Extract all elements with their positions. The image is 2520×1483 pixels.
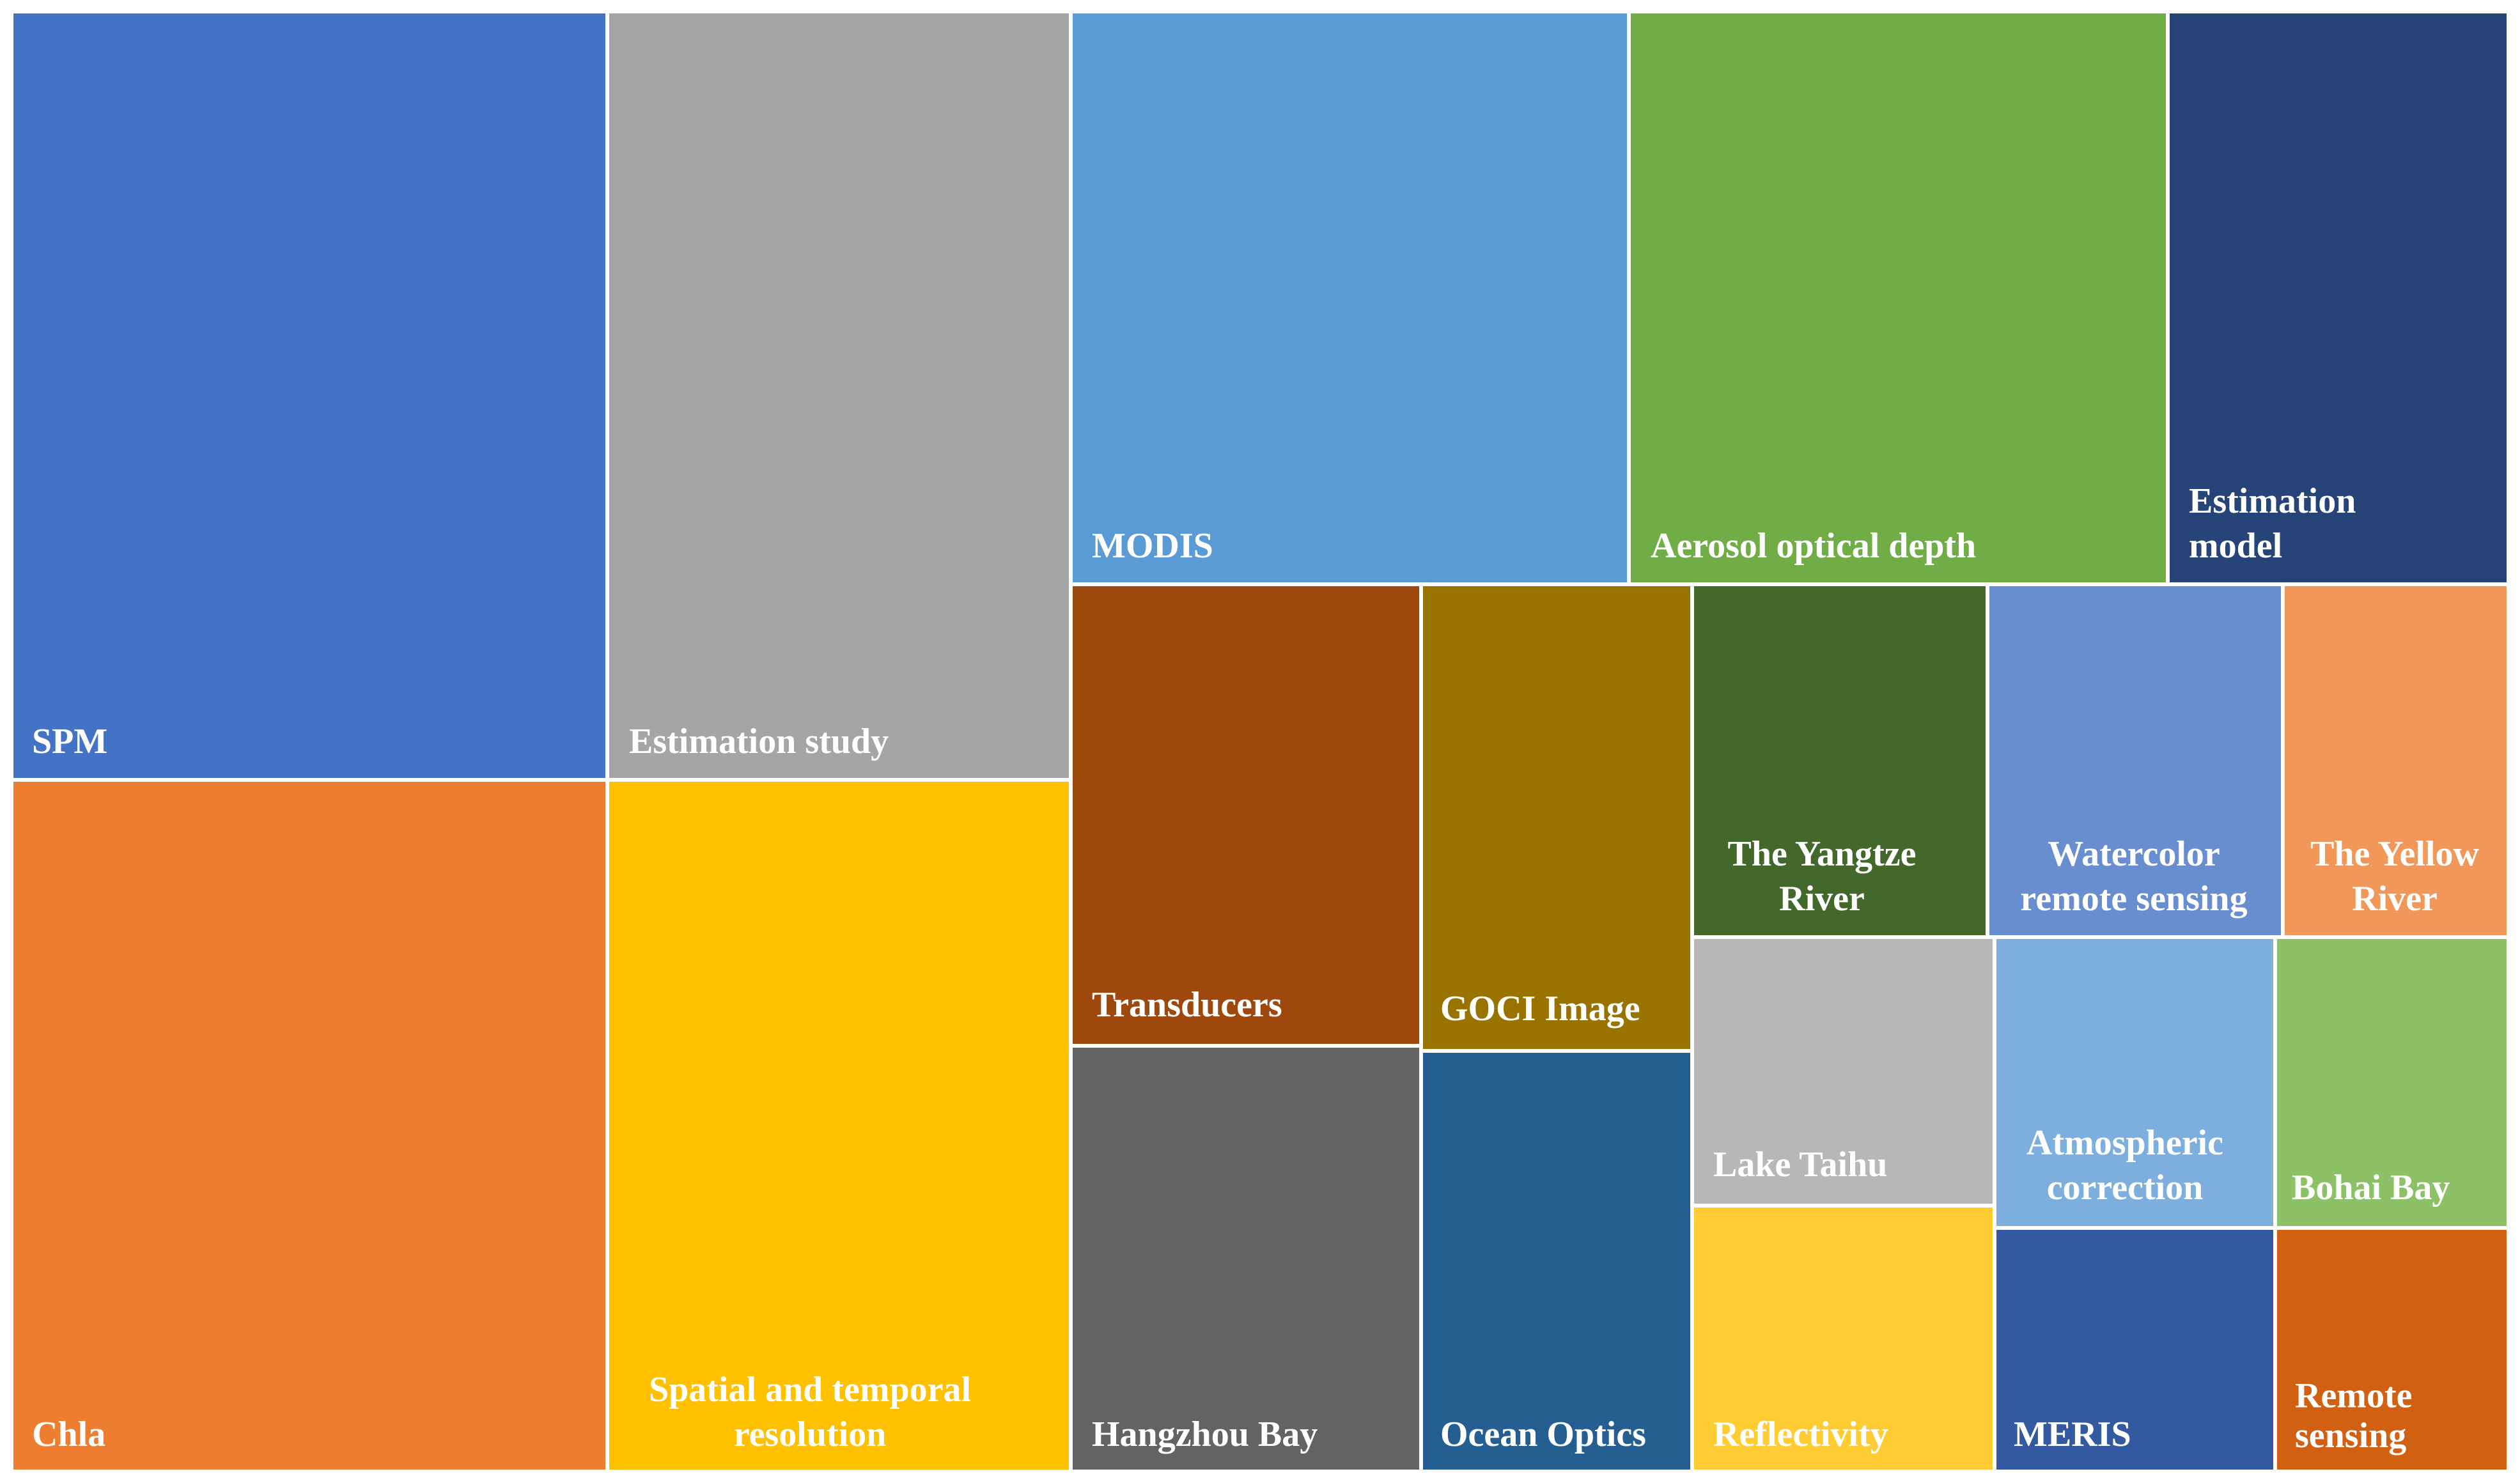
tile-rect-ocean-optics: [1419, 1049, 1694, 1473]
tile-ocean-optics: Ocean Optics: [1419, 1049, 1694, 1473]
tile-rect-the-yellow-river: [2281, 582, 2510, 939]
tile-reflectivity: Reflectivity: [1690, 1204, 1996, 1473]
tile-label-transducers: Transducers: [1092, 985, 1282, 1025]
tile-label-line: Estimation: [2189, 481, 2356, 521]
tile-rect-bohai-bay: [2273, 935, 2510, 1230]
tile-label-line: Chla: [32, 1415, 105, 1454]
tile-label-line: The Yangtze: [1727, 834, 1916, 874]
tile-the-yellow-river: The Yellow River: [2281, 582, 2510, 939]
tile-estimation-model: Estimation model: [2166, 10, 2510, 586]
tile-rect-transducers: [1069, 582, 1423, 1048]
tile-label-chla: Chla: [32, 1415, 105, 1454]
tile-label-estimation-study: Estimation study: [629, 722, 889, 761]
tile-label-line: Reflectivity: [1713, 1415, 1888, 1454]
tile-label-line: sensing: [2295, 1416, 2406, 1456]
tile-modis: MODIS: [1069, 10, 1631, 586]
tile-rect-reflectivity: [1690, 1204, 1996, 1473]
tile-label-line: Lake Taihu: [1713, 1145, 1887, 1184]
tile-rect-meris: [1993, 1226, 2277, 1473]
tile-label-line: Remote: [2295, 1376, 2412, 1416]
tile-rect-goci-image: [1419, 582, 1694, 1053]
tile-rect-spm: [10, 10, 609, 782]
tile-transducers: Transducers: [1069, 582, 1423, 1048]
tile-label-line: River: [1779, 879, 1865, 919]
tile-label-line: Hangzhou Bay: [1092, 1415, 1318, 1454]
tile-label-lake-taihu: Lake Taihu: [1713, 1145, 1887, 1184]
tile-label-line: River: [2352, 879, 2438, 919]
tile-label-remote-sensing: Remote sensing: [2295, 1376, 2412, 1456]
tile-label-line: SPM: [32, 722, 107, 761]
tile-label-line: Spatial and temporal: [649, 1370, 971, 1409]
tile-remote-sensing: Remote sensing: [2273, 1226, 2510, 1473]
tile-label-hangzhou-bay: Hangzhou Bay: [1092, 1415, 1318, 1454]
tile-spm: SPM: [10, 10, 609, 782]
tile-atmospheric-correction: Atmospheric correction: [1993, 935, 2277, 1230]
tile-lake-taihu: Lake Taihu: [1690, 935, 1996, 1207]
tile-label-line: The Yellow: [2310, 834, 2479, 874]
tile-label-estimation-model: Estimation model: [2189, 481, 2356, 566]
tile-rect-lake-taihu: [1690, 935, 1996, 1207]
tile-label-bohai-bay: Bohai Bay: [2292, 1168, 2450, 1207]
tile-label-spm: SPM: [32, 722, 107, 761]
tile-label-line: MERIS: [2014, 1415, 2131, 1454]
tile-the-yangtze-river: The Yangtze River: [1690, 582, 1989, 939]
tile-aerosol-optical-depth: Aerosol optical depth: [1627, 10, 2170, 586]
tile-rect-spatial-and-temporal-resolution: [605, 778, 1073, 1473]
tile-label-atmospheric-correction: Atmospheric correction: [2026, 1123, 2223, 1207]
tile-label-watercolor-remote-sensing: Watercolor remote sensing: [2020, 834, 2247, 919]
tile-chla: Chla: [10, 778, 609, 1473]
tile-rect-modis: [1069, 10, 1631, 586]
tile-label-line: GOCI Image: [1440, 989, 1640, 1029]
tile-label-the-yangtze-river: The Yangtze River: [1727, 834, 1916, 919]
tile-rect-the-yangtze-river: [1690, 582, 1989, 939]
tile-watercolor-remote-sensing: Watercolor remote sensing: [1986, 582, 2285, 939]
tile-label-line: Aerosol optical depth: [1651, 526, 1976, 566]
tile-label-the-yellow-river: The Yellow River: [2310, 834, 2479, 919]
tile-label-line: correction: [2047, 1168, 2204, 1207]
tile-rect-watercolor-remote-sensing: [1986, 582, 2285, 939]
tile-label-meris: MERIS: [2014, 1415, 2131, 1454]
tile-label-line: model: [2189, 526, 2282, 566]
tile-meris: MERIS: [1993, 1226, 2277, 1473]
tile-rect-aerosol-optical-depth: [1627, 10, 2170, 586]
tile-rect-hangzhou-bay: [1069, 1044, 1423, 1473]
tile-estimation-study: Estimation study: [605, 10, 1073, 782]
tile-label-aerosol-optical-depth: Aerosol optical depth: [1651, 526, 1976, 566]
tile-label-line: remote sensing: [2020, 879, 2247, 919]
tile-spatial-and-temporal-resolution: Spatial and temporal resolution: [605, 778, 1073, 1473]
tile-label-line: Estimation study: [629, 722, 889, 761]
tile-label-modis: MODIS: [1092, 526, 1213, 566]
tile-goci-image: GOCI Image: [1419, 582, 1694, 1053]
tile-hangzhou-bay: Hangzhou Bay: [1069, 1044, 1423, 1473]
tile-label-line: Transducers: [1092, 985, 1282, 1025]
tile-label-line: resolution: [734, 1415, 887, 1454]
tile-label-line: Bohai Bay: [2292, 1168, 2450, 1207]
tile-label-ocean-optics: Ocean Optics: [1440, 1415, 1646, 1454]
tile-label-line: Ocean Optics: [1440, 1415, 1646, 1454]
tile-rect-chla: [10, 778, 609, 1473]
tile-label-spatial-and-temporal-resolution: Spatial and temporal resolution: [649, 1370, 971, 1454]
tile-label-line: MODIS: [1092, 526, 1213, 566]
tile-rect-remote-sensing: [2273, 1226, 2510, 1473]
tile-label-reflectivity: Reflectivity: [1713, 1415, 1888, 1454]
tile-rect-estimation-study: [605, 10, 1073, 782]
tile-bohai-bay: Bohai Bay: [2273, 935, 2510, 1230]
tile-label-line: Atmospheric: [2026, 1123, 2223, 1163]
tile-label-line: Watercolor: [2048, 834, 2220, 874]
tile-label-goci-image: GOCI Image: [1440, 989, 1640, 1029]
